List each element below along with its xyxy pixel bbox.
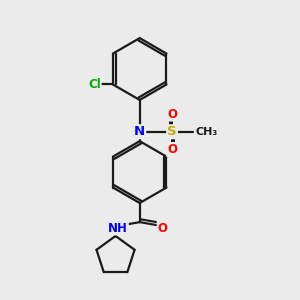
Text: Cl: Cl (88, 78, 101, 91)
Text: NH: NH (108, 221, 128, 235)
Text: N: N (134, 125, 145, 138)
Text: O: O (167, 143, 177, 156)
Text: O: O (167, 108, 177, 121)
Text: CH₃: CH₃ (196, 127, 218, 137)
Text: O: O (158, 221, 168, 235)
Text: S: S (167, 125, 177, 138)
